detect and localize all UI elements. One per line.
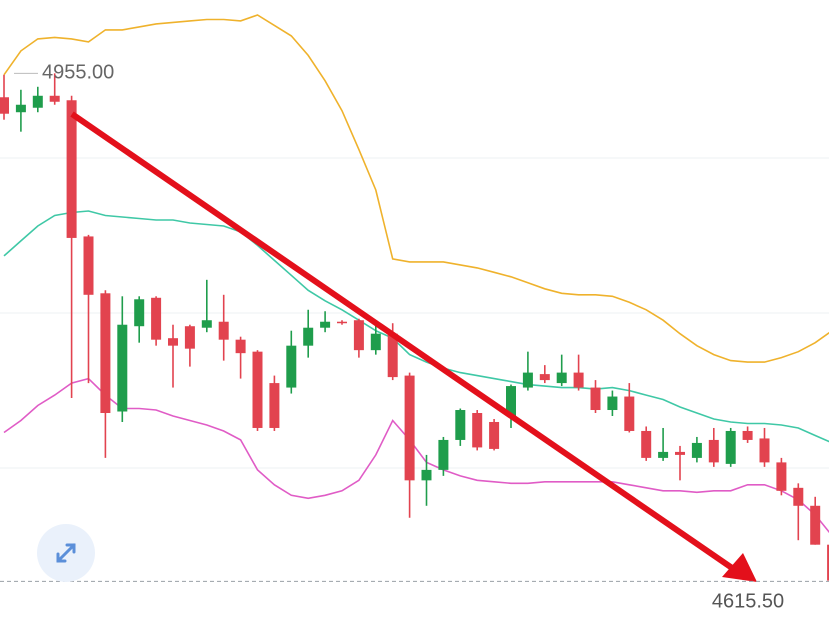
candle-body xyxy=(252,351,263,428)
candle-body xyxy=(624,396,635,431)
candle-body xyxy=(66,100,77,238)
candle-body xyxy=(151,297,162,340)
band-line xyxy=(3,377,829,534)
expand-icon[interactable] xyxy=(56,543,76,563)
candle-body xyxy=(0,97,9,114)
labels: 4615.50 4955.00 xyxy=(0,62,829,618)
candle-body xyxy=(708,439,719,463)
candle-body xyxy=(827,544,829,581)
candle-body xyxy=(100,293,111,414)
expand-button[interactable] xyxy=(37,524,95,582)
band-line xyxy=(3,210,829,443)
candle-body xyxy=(83,236,94,295)
bands xyxy=(3,14,829,534)
candle-body xyxy=(117,324,128,412)
candle-body xyxy=(742,430,753,440)
band-line xyxy=(3,14,829,363)
candle-body xyxy=(235,339,246,354)
candle-body xyxy=(15,104,26,113)
candle-body xyxy=(658,451,669,458)
candle-body xyxy=(269,383,280,428)
candle-body xyxy=(607,396,618,411)
candle-body xyxy=(675,451,685,455)
candle-body xyxy=(506,386,516,416)
candle-body xyxy=(201,320,212,328)
candle-body xyxy=(438,439,449,470)
last-price-label: 4615.50 xyxy=(712,591,784,613)
candle-body xyxy=(793,487,804,506)
candles xyxy=(0,73,829,581)
candle-body xyxy=(49,95,60,102)
candle-body xyxy=(404,375,415,481)
candle-body xyxy=(539,374,550,381)
arrow-line xyxy=(70,111,737,573)
candle-body xyxy=(573,372,584,388)
candle-body xyxy=(134,299,145,327)
trend-arrow xyxy=(70,111,757,582)
candle-body xyxy=(556,372,567,384)
candle-body xyxy=(370,333,381,351)
candle-body xyxy=(489,421,500,449)
candle-body xyxy=(32,95,43,108)
candle-body xyxy=(218,321,229,340)
candle-body xyxy=(590,387,601,411)
candle-body xyxy=(421,469,432,481)
candle-body xyxy=(286,345,297,388)
candle-body xyxy=(759,438,770,463)
candle-body xyxy=(184,326,195,349)
candle-body xyxy=(353,320,364,351)
arrow-head xyxy=(722,553,757,582)
candle-body xyxy=(776,462,787,491)
candle-body xyxy=(810,505,821,545)
candle-body xyxy=(168,338,178,346)
candle-body xyxy=(455,410,466,440)
last-price-bg xyxy=(700,589,796,618)
candle-body xyxy=(387,333,398,378)
high-label: 4955.00 xyxy=(42,62,114,84)
candle-body xyxy=(725,430,736,464)
candle-body xyxy=(641,430,652,458)
candle-body xyxy=(522,372,533,388)
candle-body xyxy=(691,442,702,458)
candle-body xyxy=(320,321,331,328)
candle-body xyxy=(337,321,347,324)
candle-body xyxy=(303,327,314,346)
candle-body xyxy=(472,413,483,448)
